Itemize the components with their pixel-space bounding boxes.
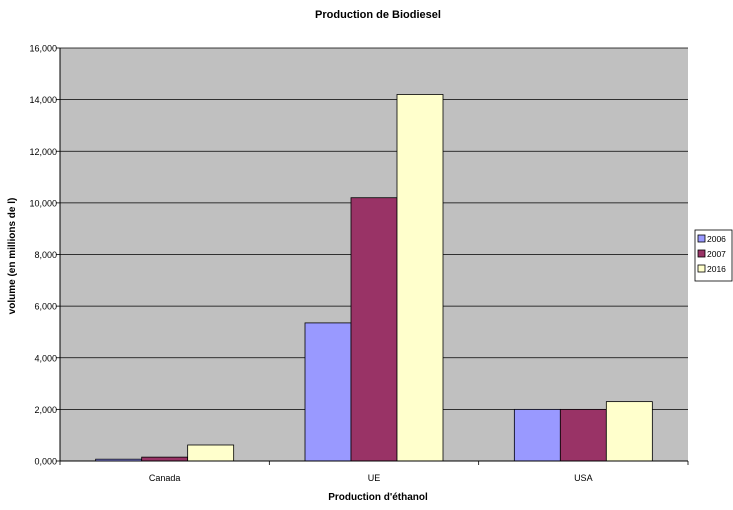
bar-canada-2007 xyxy=(141,456,189,462)
legend-label-2006: 2006 xyxy=(707,234,726,244)
x-tick-label: USA xyxy=(574,473,593,483)
y-tick-label: 8,000 xyxy=(34,250,57,260)
bar-ue-2016 xyxy=(396,94,444,462)
bar-usa-2016 xyxy=(605,401,653,462)
bar-usa-2006 xyxy=(513,408,561,462)
y-tick-label: 10,000 xyxy=(29,198,57,208)
y-tick-label: 0,000 xyxy=(34,457,57,467)
legend-swatch-2007 xyxy=(697,249,706,258)
x-tick-label: UE xyxy=(368,473,381,483)
axes xyxy=(59,48,689,465)
y-tick-labels: 0,000 2,000 4,000 6,000 8,000 10,000 12,000 14,… xyxy=(29,44,57,467)
legend-label-2007: 2007 xyxy=(707,249,726,259)
bar-ue-2006 xyxy=(304,322,352,462)
y-tick-label: 6,000 xyxy=(34,302,57,312)
y-tick-label: 16,000 xyxy=(29,44,57,54)
legend-label-2016: 2016 xyxy=(707,264,726,274)
y-tick-label: 14,000 xyxy=(29,95,57,105)
bars xyxy=(95,94,653,462)
bar-usa-2007 xyxy=(559,408,607,462)
y-axis-title: volume (en millions de l) xyxy=(7,198,18,315)
y-tick-label: 4,000 xyxy=(34,353,57,363)
chart-title: Production de Biodiesel xyxy=(315,9,441,21)
y-tick-label: 12,000 xyxy=(29,147,57,157)
x-tick-labels: Canada UE USA xyxy=(149,473,593,483)
legend: 2006 2007 2016 xyxy=(694,229,733,282)
x-axis-title: Production d'éthanol xyxy=(328,492,428,503)
bar-ue-2007 xyxy=(350,197,398,462)
legend-swatch-2016 xyxy=(697,264,706,273)
x-tick-label: Canada xyxy=(149,473,181,483)
bar-canada-2016 xyxy=(187,444,235,462)
legend-swatch-2006 xyxy=(697,234,706,243)
y-tick-label: 2,000 xyxy=(34,405,57,415)
